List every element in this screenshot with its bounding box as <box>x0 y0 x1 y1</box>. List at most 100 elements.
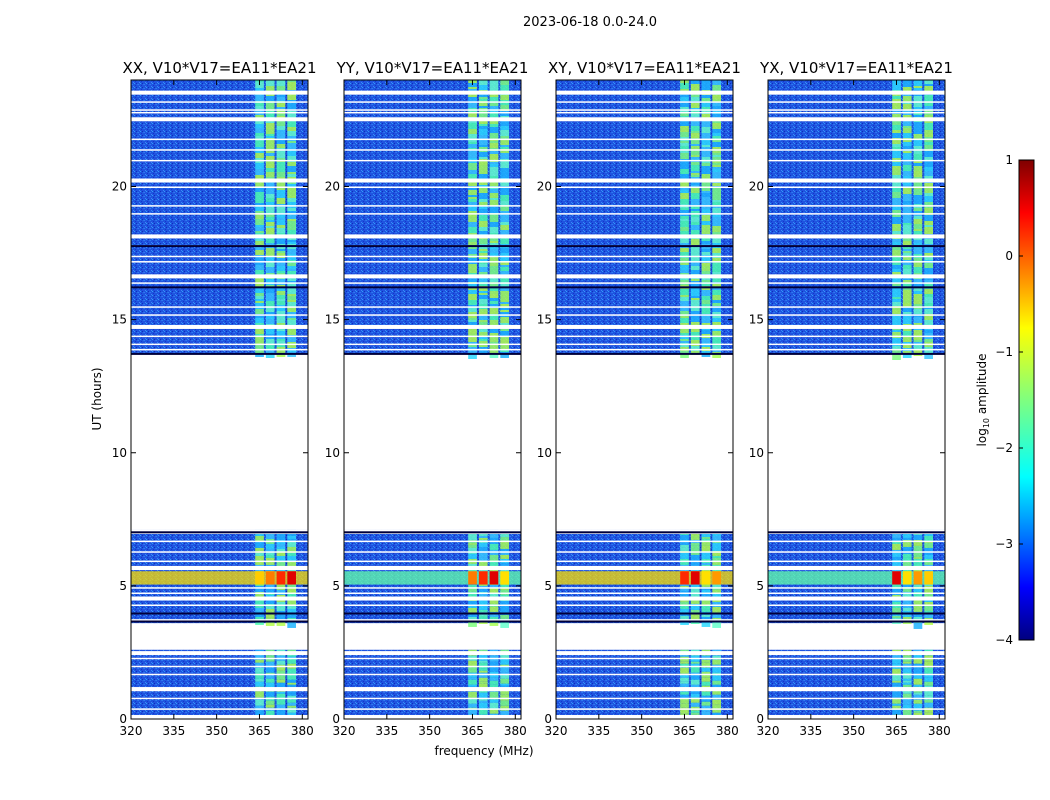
band-cell <box>680 265 689 268</box>
band-cell <box>287 702 296 706</box>
band-cell <box>500 153 509 159</box>
band-cell <box>902 351 912 353</box>
band-cell <box>489 249 499 253</box>
band-cell <box>489 260 499 266</box>
band-cell <box>712 114 721 118</box>
band-cell <box>701 338 711 343</box>
band-cell <box>701 662 711 668</box>
band-cell <box>924 294 933 297</box>
band-cell <box>276 148 286 154</box>
band-cell <box>690 279 700 281</box>
band-cell <box>287 668 296 674</box>
dark-line <box>131 352 308 355</box>
dark-line <box>344 612 521 615</box>
y-tick-label: 0 <box>332 712 340 726</box>
band-cell <box>276 86 286 92</box>
band-cell <box>913 613 923 617</box>
band-cell <box>690 146 700 149</box>
band-cell <box>489 246 499 249</box>
flag-line <box>344 234 521 239</box>
band-cell <box>924 339 933 342</box>
band-cell <box>690 97 700 101</box>
band-cell <box>468 337 477 342</box>
band-cell <box>478 322 488 325</box>
band-cell <box>478 668 488 671</box>
band-cell <box>276 710 286 717</box>
band-cell <box>913 208 923 211</box>
band-cell <box>478 542 488 547</box>
band-cell <box>478 337 488 339</box>
band-cell <box>500 339 509 344</box>
band-cell <box>712 704 721 710</box>
band-cell <box>924 208 933 211</box>
band-cell <box>500 271 509 276</box>
y-tick-label: 10 <box>749 446 764 460</box>
band-cell <box>500 584 509 588</box>
band-cell <box>478 689 488 693</box>
flag-line <box>344 604 521 607</box>
band-cell <box>276 109 286 114</box>
band-cell <box>478 183 488 185</box>
band-cell <box>276 299 286 301</box>
band-cell <box>489 127 499 133</box>
flag-line <box>556 560 733 563</box>
flag-line <box>556 149 733 151</box>
band-cell <box>690 155 700 157</box>
band-cell <box>892 170 901 175</box>
band-cell <box>255 270 264 276</box>
band-cell <box>924 268 933 274</box>
rfi-cell <box>701 571 711 585</box>
band-cell <box>265 194 275 198</box>
flag-line <box>344 665 521 668</box>
band-cell <box>701 80 711 85</box>
band-cell <box>701 318 711 323</box>
band-cell <box>265 287 275 293</box>
band-cell <box>478 349 488 355</box>
band-cell <box>902 153 912 159</box>
band-cell <box>712 123 721 126</box>
band-cell <box>902 176 912 179</box>
band-cell <box>924 307 933 309</box>
band-cell <box>712 102 721 106</box>
band-cell <box>690 332 700 336</box>
heatmap-image <box>131 80 308 719</box>
band-cell <box>265 217 275 220</box>
band-cell <box>478 221 488 227</box>
band-cell <box>489 106 499 109</box>
band-cell <box>892 543 901 550</box>
band-cell <box>478 561 488 567</box>
band-cell <box>892 231 901 234</box>
band-cell <box>255 350 264 354</box>
flag-line <box>556 673 733 676</box>
band-cell <box>489 680 499 685</box>
band-cell <box>478 347 488 349</box>
x-tick-label: 350 <box>842 724 865 738</box>
band-cell <box>701 191 711 193</box>
band-cell <box>892 551 901 557</box>
band-cell <box>690 327 700 332</box>
band-cell <box>265 232 275 234</box>
band-cell <box>265 667 275 673</box>
band-cell <box>287 240 296 242</box>
band-cell <box>265 257 275 262</box>
flag-line <box>556 205 733 207</box>
flag-line <box>344 560 521 563</box>
band-cell <box>892 96 901 99</box>
band-cell <box>489 103 499 106</box>
band-cell <box>902 80 912 84</box>
band-cell <box>468 150 477 156</box>
band-cell <box>701 659 711 663</box>
band-cell <box>712 613 721 618</box>
band-cell <box>892 299 901 302</box>
band-cell <box>680 301 689 305</box>
band-cell <box>902 531 912 538</box>
band-cell <box>690 114 700 117</box>
band-cell <box>500 589 509 595</box>
band-cell <box>276 583 286 590</box>
y-tick-label: 0 <box>544 712 552 726</box>
band-cell <box>255 314 264 318</box>
flag-line <box>131 274 308 279</box>
band-cell <box>913 694 923 700</box>
band-cell <box>924 176 933 179</box>
band-cell <box>255 681 264 687</box>
